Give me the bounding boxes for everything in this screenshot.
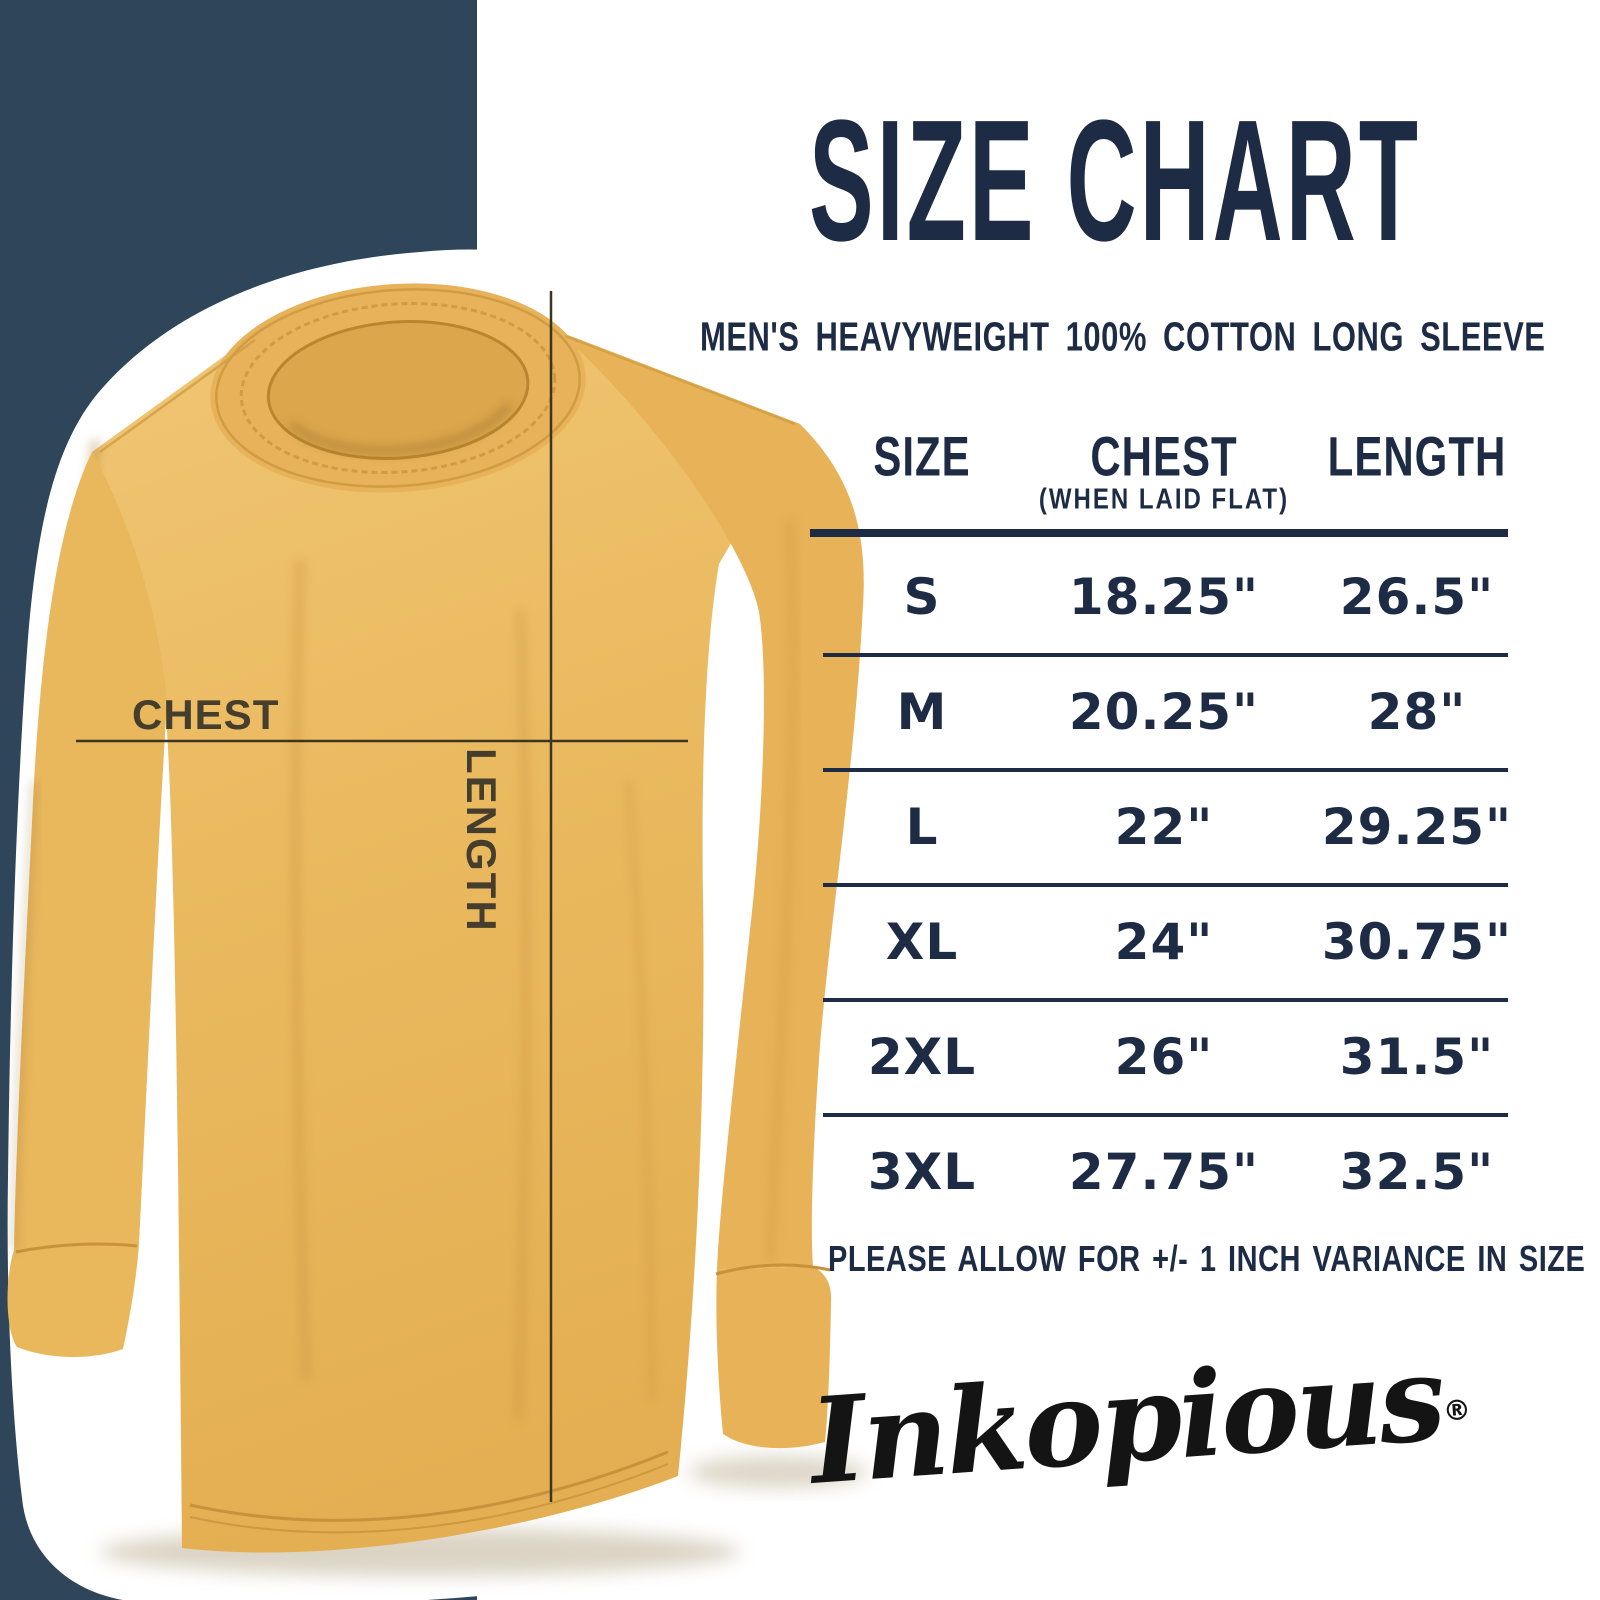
row-separator <box>823 768 1508 772</box>
column-header-chest-subnote: (WHEN LAID FLAT) <box>1038 483 1290 516</box>
row-separator <box>823 1113 1508 1117</box>
chest-value: 20.25" <box>1068 683 1260 741</box>
registered-trademark-icon: ® <box>1441 1392 1473 1428</box>
chest-value: 22" <box>1114 798 1214 856</box>
chest-value: 18.25" <box>1068 568 1260 626</box>
size-value: XL <box>885 913 959 971</box>
row-separator <box>823 883 1508 887</box>
size-value: S <box>903 568 941 626</box>
variance-note: PLEASE ALLOW FOR +/- 1 INCH VARIANCE IN … <box>828 1239 1586 1280</box>
size-value: L <box>905 798 939 856</box>
right-cuff-line <box>715 1263 831 1276</box>
right-sleeve <box>560 332 864 1270</box>
left-sleeve-edge-shadow <box>11 781 37 1251</box>
row-separator <box>823 998 1508 1002</box>
size-value: M <box>896 683 948 741</box>
left-sleeve <box>7 452 167 1357</box>
length-measure-label: LENGTH <box>458 748 505 933</box>
length-value: 31.5" <box>1339 1028 1495 1086</box>
length-value: 32.5" <box>1339 1143 1495 1201</box>
shoulder-seam-left <box>99 338 256 454</box>
hem-stitch <box>189 1463 669 1534</box>
column-header-size: SIZE <box>873 425 971 488</box>
row-separator <box>823 653 1508 657</box>
length-value: 28" <box>1367 683 1467 741</box>
cuff-shadow <box>688 1456 868 1488</box>
right-cuff <box>716 1266 832 1449</box>
body-crease <box>625 779 655 1401</box>
table-header-rule <box>810 529 1508 537</box>
page-subtitle: MEN'S HEAVYWEIGHT 100% COTTON LONG SLEEV… <box>700 313 1546 360</box>
chest-value: 26" <box>1114 1028 1214 1086</box>
collar-opening <box>268 321 528 459</box>
collar-inner-shadow <box>287 402 513 455</box>
column-header-chest: CHEST <box>1090 425 1238 488</box>
right-sleeve-crease <box>766 519 797 1261</box>
body-crease <box>514 609 530 1421</box>
column-header-length: LENGTH <box>1327 425 1507 488</box>
chest-value: 24" <box>1114 913 1214 971</box>
hem-stitch <box>189 1450 669 1522</box>
chest-measure-label: CHEST <box>132 691 280 738</box>
chest-value: 27.75" <box>1068 1143 1260 1201</box>
length-value: 26.5" <box>1339 568 1495 626</box>
length-value: 30.75" <box>1321 913 1513 971</box>
collar-inner-edge <box>266 320 530 460</box>
size-value: 2XL <box>867 1028 977 1086</box>
length-value: 29.25" <box>1321 798 1513 856</box>
shoulder-seam-right <box>564 334 796 426</box>
left-cuff-line <box>15 1242 138 1254</box>
collar-outer-seam <box>215 288 581 488</box>
body-crease <box>291 559 311 1381</box>
shirt-body <box>92 332 800 1553</box>
size-value: 3XL <box>867 1143 977 1201</box>
collar-stitch-ring <box>239 301 557 475</box>
page-title: SIZE CHART <box>809 83 1421 278</box>
